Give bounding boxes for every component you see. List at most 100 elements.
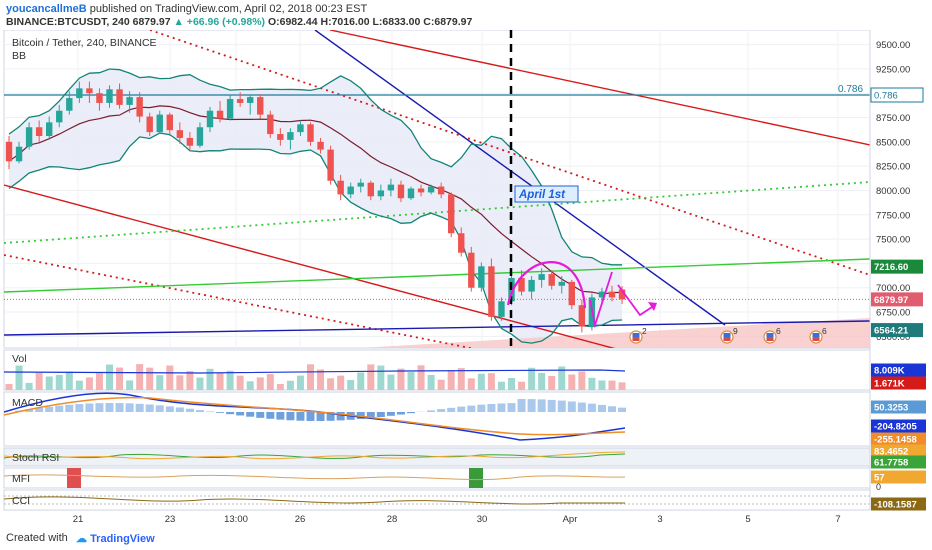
time-tick-label: 7 [835,514,840,525]
macd-histogram-bar [316,412,325,421]
volume-bar [246,381,254,390]
red-channel-lower-line[interactable] [4,184,620,350]
bb-lower-band [8,132,623,344]
price-tick-label: 9500.00 [876,40,910,51]
macd-histogram-bar [286,412,295,421]
macd-histogram-bar [527,399,536,412]
volume-bar [65,371,73,390]
macd-histogram-bar [396,412,405,415]
volume-ma-line [4,369,626,374]
macd-title[interactable]: MACD [12,397,43,409]
candle-body [56,110,63,123]
volume-bar [558,366,566,390]
macd-histogram-bar [608,406,616,412]
red-dotted-resistance-line[interactable] [149,30,870,276]
volume-bar [327,378,335,390]
stoch-d-line [4,451,626,460]
candle-body [307,124,314,142]
bb-indicator-label[interactable]: BB [12,50,26,62]
time-axis[interactable] [4,510,870,528]
candle-body [196,127,204,146]
candle-body [347,186,354,195]
red-channel-upper-line[interactable] [329,30,870,146]
candle-body [116,89,123,105]
candle-body [357,182,364,187]
volume-bar [35,372,43,390]
april-annotation-label: April 1st [518,189,566,201]
mfi-title[interactable]: MFI [12,473,30,485]
price-marker-tag [871,323,923,338]
macd-signal-line [4,396,626,436]
candle-body [176,130,184,138]
volume-bar [427,374,435,390]
event-flag-icon [723,333,731,337]
published-text: published on TradingView.com, April 02, … [89,3,368,15]
vol-value-label: 8.009K [874,366,905,377]
volume-bar [176,375,184,390]
green-trend-line[interactable] [4,258,870,293]
april-annotation-box[interactable] [514,185,579,203]
candle-body [46,122,53,136]
event-flag-icon [812,333,820,337]
macd-histogram-bar [266,412,275,419]
candle-body [25,127,33,147]
created-with-text: Created with [6,532,68,544]
event-flag-icon [812,337,820,341]
candle-body [106,89,113,103]
magenta-arc-drawing[interactable] [506,261,587,309]
volume-bar [75,380,83,390]
macd-histogram-bar [276,412,285,420]
candle-body [478,266,485,288]
cci-title[interactable]: CCI [12,495,30,507]
tradingview-logo[interactable]: ☁ TradingView [76,532,155,545]
stoch-title[interactable]: Stoch RSI [12,452,59,464]
volume-bar [136,364,144,390]
volume-bar [357,372,365,390]
macd-histogram-bar [467,405,476,412]
volume-bar [186,371,194,390]
macd-histogram-bar [216,412,225,413]
candle-body [327,149,334,181]
close-value: C:6879.97 [423,16,473,28]
time-tick-label: 21 [73,514,84,525]
price-marker-label: 7216.60 [874,262,908,273]
macd-signal-value-tag [871,432,926,446]
macd-histogram-bar [618,407,627,412]
mfi-axis-zero: 0 [876,482,881,492]
macd-histogram-bar [115,403,124,412]
magenta-arrow-drawing[interactable] [617,284,656,317]
high-value: H:7016.00 [320,16,370,28]
blue-trend-line[interactable] [314,30,726,326]
volume-bar [286,380,294,390]
candle-body [297,124,304,133]
vol-title[interactable]: Vol [12,353,27,365]
volume-bar [276,383,284,390]
volume-bar [236,375,244,390]
vol-pane[interactable] [3,349,871,391]
magenta-zigzag-drawing[interactable] [589,271,613,329]
candle-body [578,305,586,327]
volume-bar [457,368,465,390]
event-badge-count: 2 [642,326,647,336]
macd-pane[interactable] [3,391,871,447]
volume-bar [528,367,536,390]
macd-histogram-bar [386,412,395,416]
macd-histogram-bar [75,404,84,412]
candle-body [337,180,344,195]
macd-histogram-bar [437,409,446,412]
macd-histogram-bar [125,403,134,412]
volume-bar [156,375,164,390]
stoch-d-value-tag [871,444,926,458]
volume-bar [196,377,204,390]
green-dotted-line[interactable] [4,181,870,244]
candle-body [96,93,103,103]
volume-bar [296,375,304,390]
blue-support-line[interactable] [4,320,870,336]
macd-histogram-bar [567,401,576,412]
candle-body [86,88,93,94]
macd-histogram-bar [45,406,54,412]
author-link[interactable]: youcancallmeB [6,3,87,15]
volume-bar [618,382,626,390]
symbol-ohlc-line: BINANCE:BTCUSDT, 240 6879.97 ▲ +66.96 (+… [6,16,472,28]
